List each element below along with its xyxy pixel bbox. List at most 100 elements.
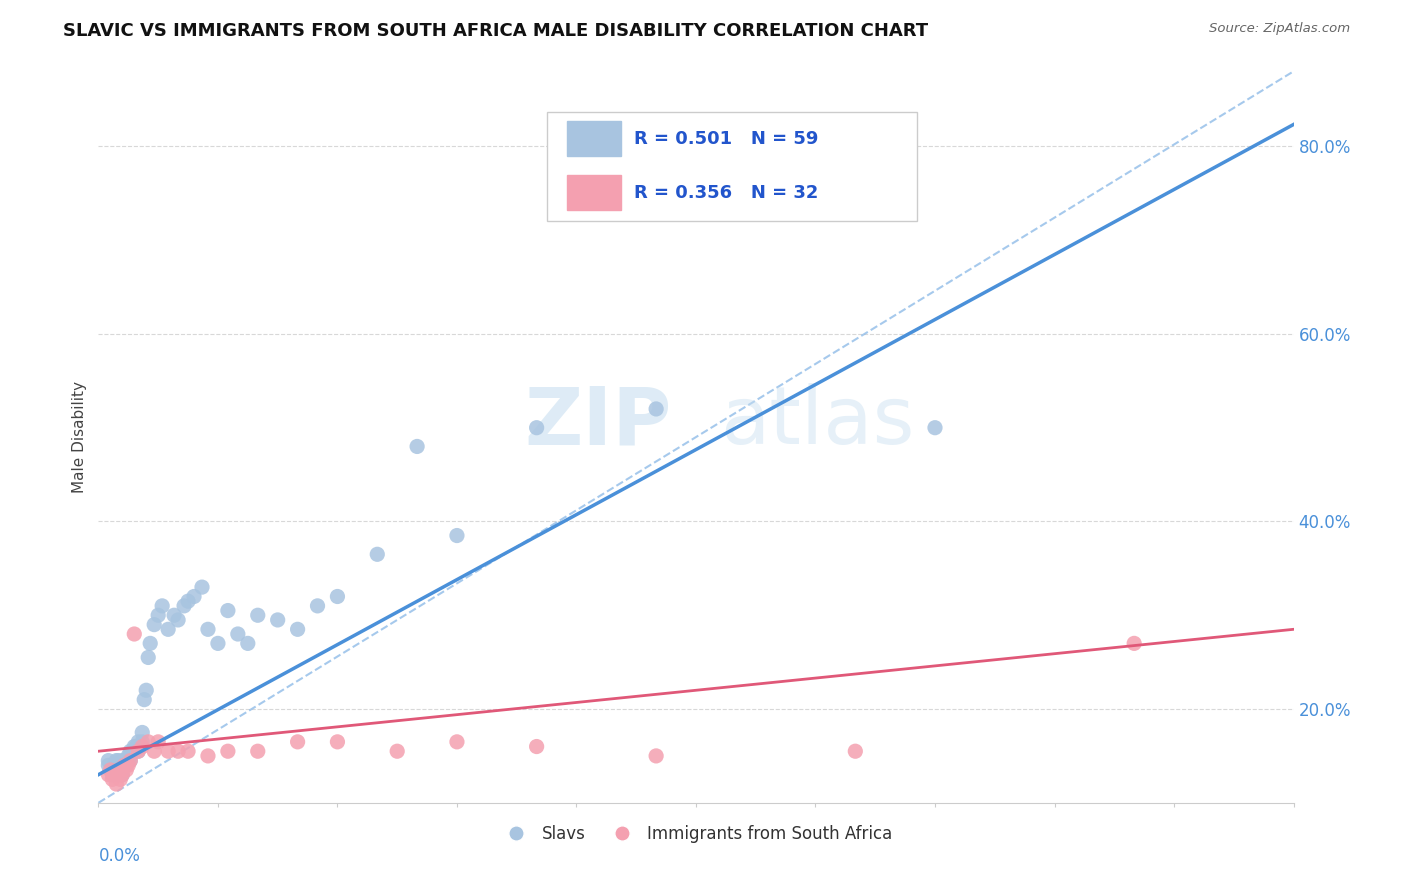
Point [131, 739, 153, 754]
Point [150, 599, 173, 613]
Point [163, 608, 186, 623]
Y-axis label: Male Disability: Male Disability [72, 381, 87, 493]
Point [157, 623, 180, 637]
Point [110, 763, 132, 777]
Point [134, 692, 156, 706]
Text: 0.0%: 0.0% [98, 847, 141, 864]
Point [287, 735, 309, 749]
Point [135, 683, 157, 698]
Point [326, 735, 349, 749]
Point [136, 735, 159, 749]
Point [645, 748, 668, 763]
Point [177, 744, 200, 758]
Text: atlas: atlas [720, 384, 914, 461]
Point [127, 744, 149, 758]
Point [111, 767, 134, 781]
Text: R = 0.356   N = 32: R = 0.356 N = 32 [634, 184, 818, 202]
Point [110, 758, 132, 772]
Point [101, 772, 124, 787]
Point [111, 754, 134, 768]
Point [124, 739, 146, 754]
Point [97, 754, 120, 768]
Point [526, 420, 548, 434]
Point [103, 763, 125, 777]
Point [167, 613, 190, 627]
Point [287, 623, 309, 637]
Point [120, 754, 142, 768]
Legend: Slavs, Immigrants from South Africa: Slavs, Immigrants from South Africa [494, 818, 898, 849]
Point [197, 748, 219, 763]
Point [115, 758, 138, 772]
Point [103, 758, 125, 772]
FancyBboxPatch shape [547, 112, 917, 221]
Point [267, 613, 290, 627]
Point [167, 744, 190, 758]
Point [97, 767, 120, 781]
Point [1123, 636, 1146, 650]
Bar [567, 121, 620, 156]
Point [197, 623, 219, 637]
Point [446, 528, 468, 542]
Point [177, 594, 200, 608]
Point [125, 739, 148, 754]
Point [107, 754, 129, 768]
Bar [567, 175, 620, 211]
Point [111, 767, 134, 781]
Point [131, 735, 153, 749]
Point [307, 599, 329, 613]
Point [924, 420, 946, 434]
Point [105, 758, 128, 772]
Point [124, 627, 146, 641]
Point [110, 772, 132, 787]
Point [226, 627, 249, 641]
Point [246, 744, 269, 758]
Point [385, 744, 409, 758]
Point [105, 777, 128, 791]
Point [236, 636, 259, 650]
Point [121, 744, 143, 758]
Point [105, 754, 128, 768]
Text: ZIP: ZIP [524, 384, 672, 461]
Point [103, 767, 125, 781]
Point [366, 547, 388, 561]
Point [173, 599, 195, 613]
Point [143, 744, 166, 758]
Text: SLAVIC VS IMMIGRANTS FROM SOUTH AFRICA MALE DISABILITY CORRELATION CHART: SLAVIC VS IMMIGRANTS FROM SOUTH AFRICA M… [63, 22, 928, 40]
Point [107, 767, 129, 781]
Point [117, 748, 139, 763]
Point [97, 758, 120, 772]
Text: Source: ZipAtlas.com: Source: ZipAtlas.com [1209, 22, 1350, 36]
Point [217, 744, 239, 758]
Point [117, 754, 139, 768]
Point [131, 725, 153, 739]
Point [446, 735, 468, 749]
Text: R = 0.501   N = 59: R = 0.501 N = 59 [634, 129, 818, 148]
Point [98, 763, 122, 777]
Point [107, 763, 129, 777]
Point [120, 754, 142, 768]
Point [526, 739, 548, 754]
Point [207, 636, 229, 650]
Point [127, 744, 149, 758]
Point [107, 758, 129, 772]
Point [112, 758, 135, 772]
Point [645, 401, 668, 416]
Point [136, 650, 159, 665]
Point [217, 603, 239, 617]
Point [148, 735, 170, 749]
Point [127, 735, 149, 749]
Point [157, 744, 180, 758]
Point [120, 744, 142, 758]
Point [148, 608, 170, 623]
Point [115, 763, 138, 777]
Point [191, 580, 214, 594]
Point [406, 440, 429, 454]
Point [139, 636, 162, 650]
Point [112, 754, 135, 768]
Point [246, 608, 269, 623]
Point [101, 767, 124, 781]
Point [117, 758, 139, 772]
Point [112, 758, 135, 772]
Point [143, 617, 166, 632]
Point [107, 763, 129, 777]
